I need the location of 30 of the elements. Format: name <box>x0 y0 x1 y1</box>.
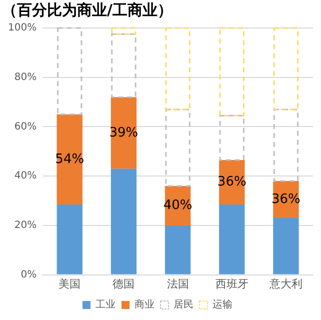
chart-title: （百分比为商业/工商业） <box>2 0 172 19</box>
x-tick-label: 美国 <box>58 277 81 290</box>
bar <box>110 168 137 274</box>
y-tick-label: 20% <box>14 220 37 232</box>
legend-label: 工业 <box>96 298 116 311</box>
bar <box>219 27 244 116</box>
y-tick-label: 60% <box>14 121 37 132</box>
legend-label: 商业 <box>134 298 154 311</box>
bar <box>273 27 299 110</box>
x-tick-label: 西班牙 <box>215 277 248 290</box>
bar <box>219 114 244 161</box>
x-tick-label: 法国 <box>166 277 189 290</box>
bar <box>273 108 299 182</box>
legend-label: 运输 <box>212 298 232 311</box>
y-tick-label: 40% <box>14 170 37 182</box>
y-tick-label: 80% <box>14 72 37 83</box>
x-tick-label: 意大利 <box>268 277 302 290</box>
bar <box>165 27 190 110</box>
x-tick-label: 德国 <box>112 277 135 290</box>
bar <box>219 204 245 274</box>
bar <box>56 204 82 274</box>
bar <box>164 225 191 274</box>
bar <box>111 33 136 98</box>
bar <box>57 27 82 116</box>
bar <box>111 27 136 35</box>
legend-label: 居民 <box>174 300 194 311</box>
y-tick-label: 0% <box>20 269 37 280</box>
bar <box>273 218 299 274</box>
y-tick-label: 100% <box>8 22 37 34</box>
bar <box>165 108 190 187</box>
